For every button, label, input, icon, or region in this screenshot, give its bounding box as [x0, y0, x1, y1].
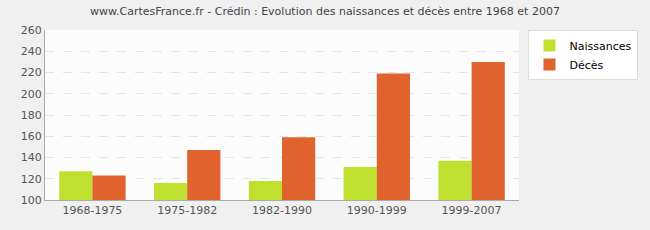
svg-text:Décès: Décès	[569, 59, 603, 72]
svg-text:1982-1990: 1982-1990	[252, 204, 312, 217]
svg-text:180: 180	[21, 109, 42, 122]
svg-text:240: 240	[21, 45, 42, 58]
svg-text:160: 160	[21, 130, 42, 143]
svg-text:1999-2007: 1999-2007	[442, 204, 502, 217]
svg-text:Naissances: Naissances	[569, 40, 631, 53]
svg-text:1975-1982: 1975-1982	[157, 204, 217, 217]
svg-text:1968-1975: 1968-1975	[62, 204, 122, 217]
svg-text:260: 260	[21, 24, 42, 37]
svg-text:www.CartesFrance.fr - Crédin :: www.CartesFrance.fr - Crédin : Evolution…	[90, 5, 560, 18]
svg-text:1990-1999: 1990-1999	[347, 204, 407, 217]
svg-text:120: 120	[21, 173, 42, 186]
svg-text:100: 100	[21, 194, 42, 207]
svg-text:140: 140	[21, 151, 42, 164]
svg-text:200: 200	[21, 88, 42, 101]
svg-text:220: 220	[21, 66, 42, 79]
